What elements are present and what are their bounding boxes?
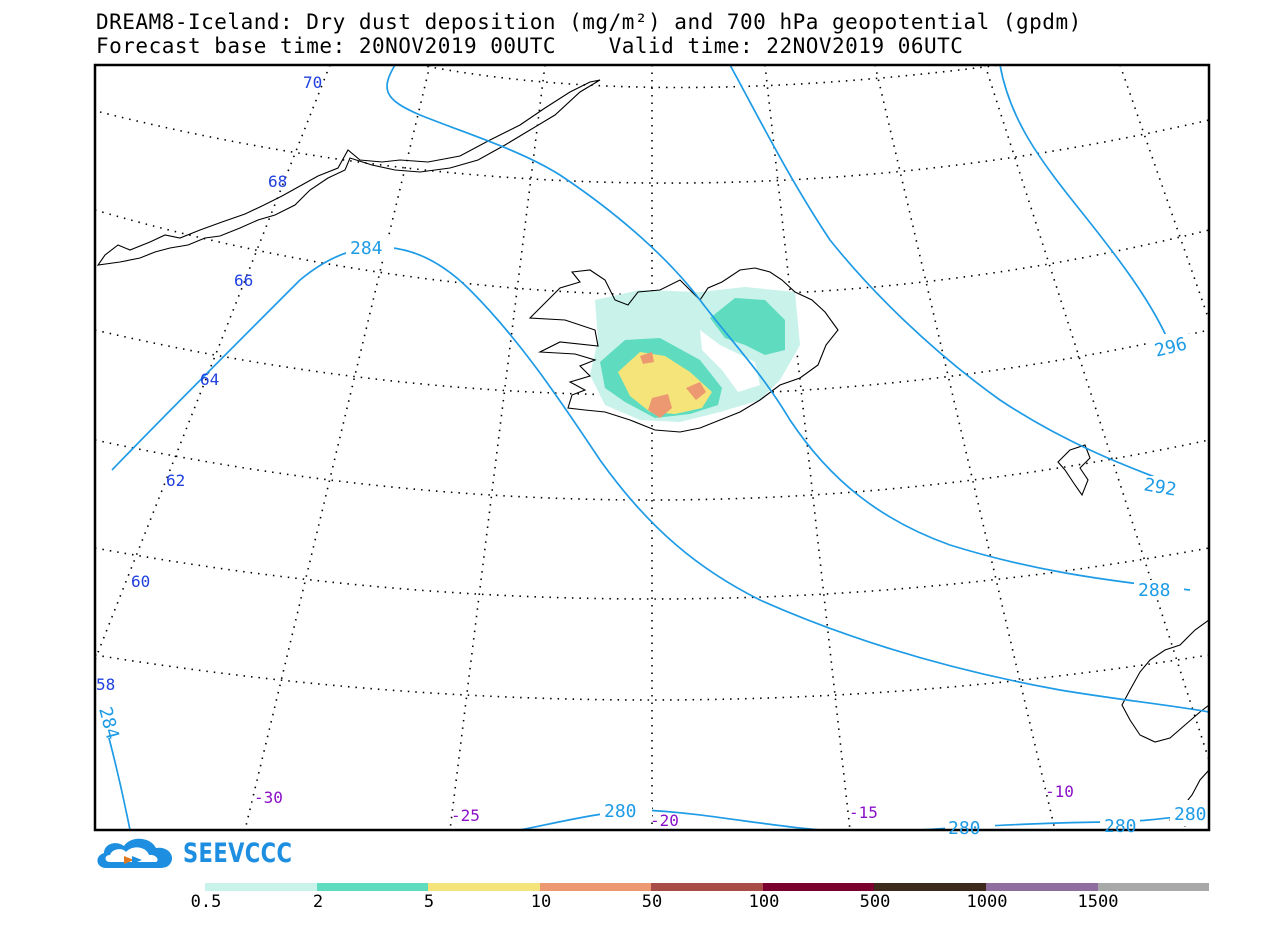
legend-swatch-1000: [985, 883, 1098, 891]
contour-label-288: 288: [1138, 580, 1171, 601]
dust-class-2-a: [710, 298, 785, 355]
meridian-10: [874, 65, 1056, 830]
legend-swatch-500: [874, 883, 986, 891]
meridian-5: [984, 65, 1209, 761]
legend-label-5: 5: [423, 892, 435, 912]
latitude-line-70: [419, 65, 1001, 89]
lat-label-62: 62: [166, 471, 185, 490]
latitude-line-68: [99, 111, 1209, 184]
legend-label-0-5: 0.5: [190, 892, 222, 912]
contour-line-284: [111, 246, 1209, 713]
legend-swatch-100: [762, 883, 875, 891]
contour-label-280-e: 280: [1104, 816, 1137, 837]
contour-line-292: [729, 65, 1191, 491]
legend-swatch-1500: [1097, 883, 1210, 891]
dust-class-5: [618, 352, 712, 414]
latitude-line-62: [95, 439, 1209, 501]
contour-line-296: [999, 65, 1169, 341]
legend-label-50: 50: [641, 892, 663, 912]
lon-label-15: -15: [849, 803, 878, 822]
greenland-coastline: [96, 79, 601, 266]
legend-swatch-50: [651, 883, 763, 891]
latitude-line-60: [95, 547, 1209, 600]
map-title: DREAM8-Iceland: Dry dust deposition (mg/…: [96, 10, 1082, 34]
contour-label-280-corner: 280: [1174, 804, 1207, 825]
lat-label-60: 60: [131, 572, 150, 591]
legend-label-1000: 1000: [966, 892, 1008, 912]
lat-label-68: 68: [268, 172, 287, 191]
lon-label-25: -25: [451, 806, 480, 825]
lon-label-20: -20: [650, 811, 679, 830]
lon-label-30: -30: [254, 788, 283, 807]
legend-label-500: 500: [859, 892, 891, 912]
meridian-25: [449, 65, 546, 830]
lat-label-58: 58: [96, 675, 115, 694]
legend-label-10: 10: [530, 892, 552, 912]
legend-swatch-10: [539, 883, 652, 891]
meridian-0: [1119, 65, 1209, 321]
legend-swatch-5: [428, 883, 540, 891]
legend-label-2: 2: [312, 892, 324, 912]
lat-label-70: 70: [303, 73, 322, 92]
map-frame: [93, 63, 1211, 832]
contour-label-280-south: 280: [604, 801, 637, 822]
lon-label-10: -10: [1045, 782, 1074, 801]
logo-text: SEEVCCC: [183, 838, 293, 869]
latitude-line-58: [95, 654, 1209, 701]
contour-line-288: [386, 65, 1191, 591]
legend-swatch-0-5: [205, 883, 317, 891]
contour-label-280-se: 280: [948, 818, 981, 839]
contour-label-284: 284: [350, 238, 383, 259]
graticule: [95, 65, 1209, 830]
norway-coastline: [1121, 619, 1209, 743]
color-legend: [205, 883, 1210, 891]
iceland-coastline: [528, 267, 839, 433]
dust-class-10-a: [648, 394, 672, 418]
lat-label-66: 66: [234, 271, 253, 290]
legend-swatch-2: [316, 883, 429, 891]
dust-class-10-b: [686, 382, 706, 400]
legend-labels: 0.5 2 5 10 50 100 500 1000 1500: [0, 892, 1271, 916]
cloud-logo-icon: [97, 838, 173, 868]
meridian-35: [95, 65, 331, 661]
legend-label-1500: 1500: [1077, 892, 1119, 912]
map-subtitle: Forecast base time: 20NOV2019 00UTC Vali…: [96, 34, 964, 58]
dust-deposition-field: [590, 287, 800, 422]
dust-class-10-c: [640, 352, 654, 364]
geopotential-contours: [99, 65, 1209, 830]
meridian-15: [764, 65, 851, 830]
dust-clear-interior: [700, 330, 760, 392]
faroe-islands: [1057, 444, 1091, 497]
legend-label-100: 100: [748, 892, 780, 912]
lat-label-64: 64: [200, 370, 219, 389]
